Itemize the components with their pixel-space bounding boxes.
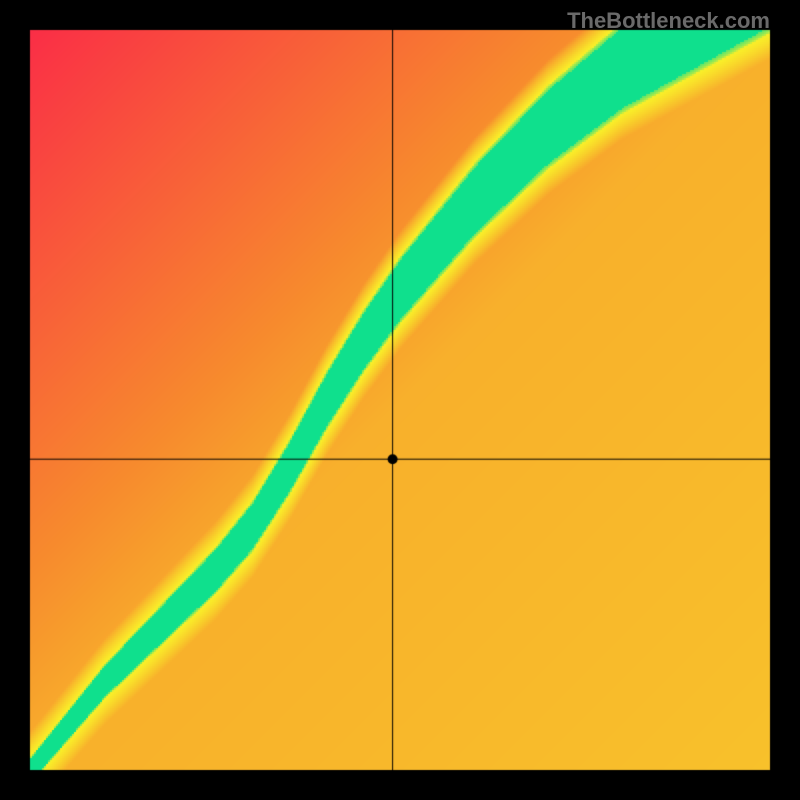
bottleneck-heatmap: [0, 0, 800, 800]
watermark-text: TheBottleneck.com: [567, 8, 770, 34]
chart-container: TheBottleneck.com: [0, 0, 800, 800]
